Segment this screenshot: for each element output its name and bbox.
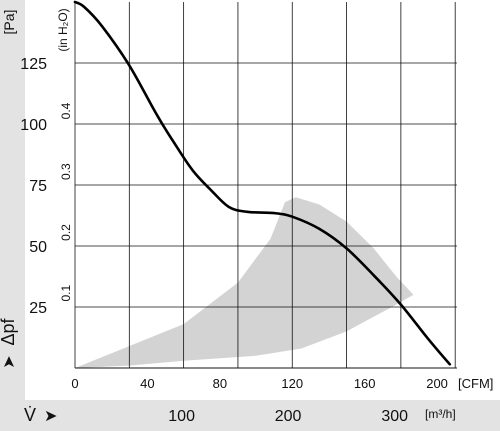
y2-tick-label: 0.2 bbox=[59, 224, 73, 241]
y-axis-arrow: ➤ bbox=[1, 355, 18, 368]
m3h-unit-label: [m³/h] bbox=[425, 407, 456, 421]
performance-curve bbox=[73, 0, 452, 366]
x-tick-label: 120 bbox=[281, 376, 303, 391]
grid bbox=[74, 2, 457, 369]
performance-curve-line bbox=[73, 0, 452, 366]
cfm-tick-labels: 0 40 80 120 160 200 bbox=[71, 376, 448, 391]
x-tick-label: 40 bbox=[140, 376, 154, 391]
operating-region-area bbox=[75, 197, 414, 368]
x2-tick-label: 300 bbox=[381, 408, 408, 425]
y-tick-label: 75 bbox=[29, 178, 47, 195]
y-symbol-label: Δpf bbox=[0, 317, 18, 345]
y2-tick-label: 0.3 bbox=[59, 163, 73, 180]
bottom-band: V̇ ➤ [m³/h] 100 200 300 bbox=[0, 400, 500, 431]
cfm-unit-label: [CFM] bbox=[458, 376, 493, 391]
y-tick-label: 50 bbox=[29, 239, 47, 256]
left-band: [Pa] Δpf ➤ bbox=[0, 0, 25, 431]
y2-tick-label: 0.4 bbox=[59, 102, 73, 119]
x-axis-arrow: ➤ bbox=[44, 408, 57, 425]
inh2o-unit-label: (in H₂O) bbox=[56, 8, 70, 51]
y-unit-label: [Pa] bbox=[1, 10, 17, 35]
left-band-rect bbox=[0, 0, 25, 431]
bottom-band-rect bbox=[0, 400, 500, 431]
pa-tick-labels: 25 50 75 100 125 bbox=[20, 56, 47, 317]
x2-tick-label: 100 bbox=[168, 408, 195, 425]
y2-tick-label: 0.1 bbox=[59, 285, 73, 302]
operating-region bbox=[75, 197, 414, 368]
x-tick-label: 0 bbox=[71, 376, 78, 391]
m3h-tick-labels: 100 200 300 bbox=[168, 408, 408, 425]
x-symbol-label: V̇ bbox=[24, 405, 36, 425]
x2-tick-label: 200 bbox=[275, 408, 302, 425]
x-tick-label: 200 bbox=[426, 376, 448, 391]
y-tick-label: 25 bbox=[29, 300, 47, 317]
x-tick-label: 80 bbox=[213, 376, 227, 391]
y-tick-label: 100 bbox=[20, 117, 47, 134]
x-tick-label: 160 bbox=[354, 376, 376, 391]
y-tick-label: 125 bbox=[20, 56, 47, 73]
inh2o-tick-labels: 0.1 0.2 0.3 0.4 bbox=[59, 102, 73, 301]
